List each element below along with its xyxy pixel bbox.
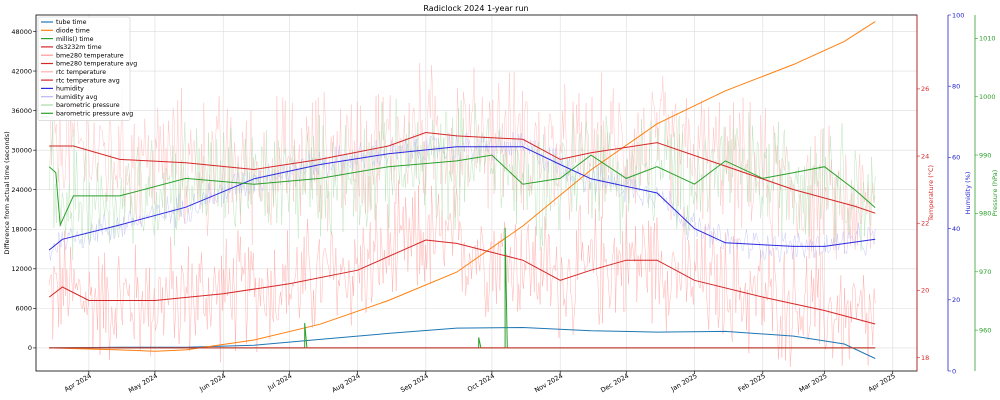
humidity-axis-tick-label: 0	[952, 367, 956, 375]
x-tick-label: May 2024	[127, 372, 159, 395]
series-line-bme280-temperature	[48, 180, 876, 368]
series-lines	[48, 21, 876, 368]
series-line-barometric-pressure-avg	[48, 154, 876, 228]
x-tick-label: Apr 2024	[63, 372, 93, 394]
y-tick-label: 36000	[11, 107, 32, 115]
series-line-rtc-temperature	[48, 62, 876, 260]
humidity-axis-label: Humidity (%)	[964, 172, 972, 215]
y-tick-label: 30000	[11, 146, 32, 154]
legend-box	[37, 16, 131, 121]
x-tick-label: Mar 2025	[798, 372, 829, 394]
pressure-axis-tick-label: 980	[979, 210, 991, 218]
temperature-axis-tick-label: 22	[921, 220, 929, 228]
y-tick-label: 42000	[11, 67, 32, 75]
x-axis: Apr 2024 May 2024 Jun 2024 Jul 2024 Aug 2024…	[63, 371, 897, 395]
pressure-axis-tick-label: 990	[979, 151, 991, 159]
x-tick-label: Jun 2024	[197, 372, 227, 394]
series-line-diode-time	[49, 21, 876, 352]
series-line-humidity	[48, 146, 876, 251]
x-tick-label: Feb 2025	[737, 372, 767, 394]
legend-label: bme280 temperature avg	[56, 61, 137, 68]
y-tick-label: 24000	[11, 186, 32, 194]
legend-label: diode time	[56, 28, 90, 35]
temperature-axis-label: Temperature (°C)	[927, 165, 935, 222]
legend-label: tube time	[56, 19, 87, 26]
humidity-axis-tick-label: 60	[952, 154, 960, 162]
x-tick-label: Nov 2024	[533, 372, 564, 395]
legend-label: bme280 temperature	[56, 52, 124, 59]
humidity-axis: 0 20 40 60 80 100 Humidity (%)	[947, 11, 972, 375]
humidity-axis-tick-label: 100	[952, 11, 964, 19]
temperature-axis-tick-label: 26	[921, 85, 929, 93]
temperature-axis-tick-label: 20	[921, 287, 929, 295]
series-line-millis-time	[49, 227, 876, 349]
legend-label: barometric pressure avg	[56, 111, 133, 118]
x-tick-label: Dec 2024	[599, 372, 630, 395]
y-tick-label: 18000	[11, 226, 32, 234]
chart-title: Radiclock 2024 1-year run	[423, 4, 528, 13]
series-line-bme280-temperature-avg	[48, 239, 876, 325]
legend-label: millis() time	[56, 36, 94, 43]
series-line-barometric-pressure	[48, 98, 876, 260]
legend-label: humidity	[56, 86, 84, 93]
y-tick-label: 0	[28, 344, 32, 352]
x-tick-label: Aug 2024	[330, 372, 361, 395]
temperature-axis-tick-label: 24	[921, 152, 929, 160]
legend-label: humidity avg	[56, 94, 97, 101]
humidity-axis-tick-label: 40	[952, 225, 960, 233]
y-tick-label: 48000	[11, 28, 32, 36]
legend-label: barometric pressure	[56, 102, 120, 109]
y-tick-label: 6000	[15, 305, 32, 313]
x-tick-label: Oct 2024	[466, 372, 496, 394]
pressure-axis-tick-label: 970	[979, 268, 991, 276]
x-tick-label: Jan 2025	[669, 372, 699, 394]
pressure-axis-tick-label: 1010	[979, 35, 996, 43]
series-line-rtc-temperature-avg	[49, 131, 876, 214]
legend-label: rtc temperature avg	[56, 77, 120, 84]
pressure-axis-tick-label: 1000	[979, 93, 996, 101]
y-tick-label: 12000	[11, 265, 32, 273]
x-tick-label: Apr 2025	[867, 372, 897, 394]
x-tick-label: Jul 2024	[266, 372, 294, 393]
legend-label: ds3232m time	[56, 44, 102, 51]
legend-label: rtc temperature	[56, 69, 106, 76]
humidity-axis-tick-label: 20	[952, 296, 960, 304]
y-axis-label: Difference from actual time (seconds)	[3, 131, 11, 254]
temperature-axis: 18 20 22 24 26 Temperature (°C)	[916, 15, 935, 371]
pressure-axis-label: Pressure (hPa)	[991, 170, 999, 217]
temperature-axis-tick-label: 18	[921, 354, 929, 362]
series-line-tube-time	[49, 326, 876, 359]
y-axis-left: 0 6000 12000 18000 24000 30000 36000 42000 48000	[11, 28, 36, 352]
humidity-axis-tick-label: 80	[952, 83, 960, 91]
pressure-axis: 960 970 980 990 1000 1010 Pressure (hPa)	[974, 15, 999, 371]
x-tick-label: Sep 2024	[399, 372, 430, 394]
pressure-axis-tick-label: 960	[979, 326, 991, 334]
